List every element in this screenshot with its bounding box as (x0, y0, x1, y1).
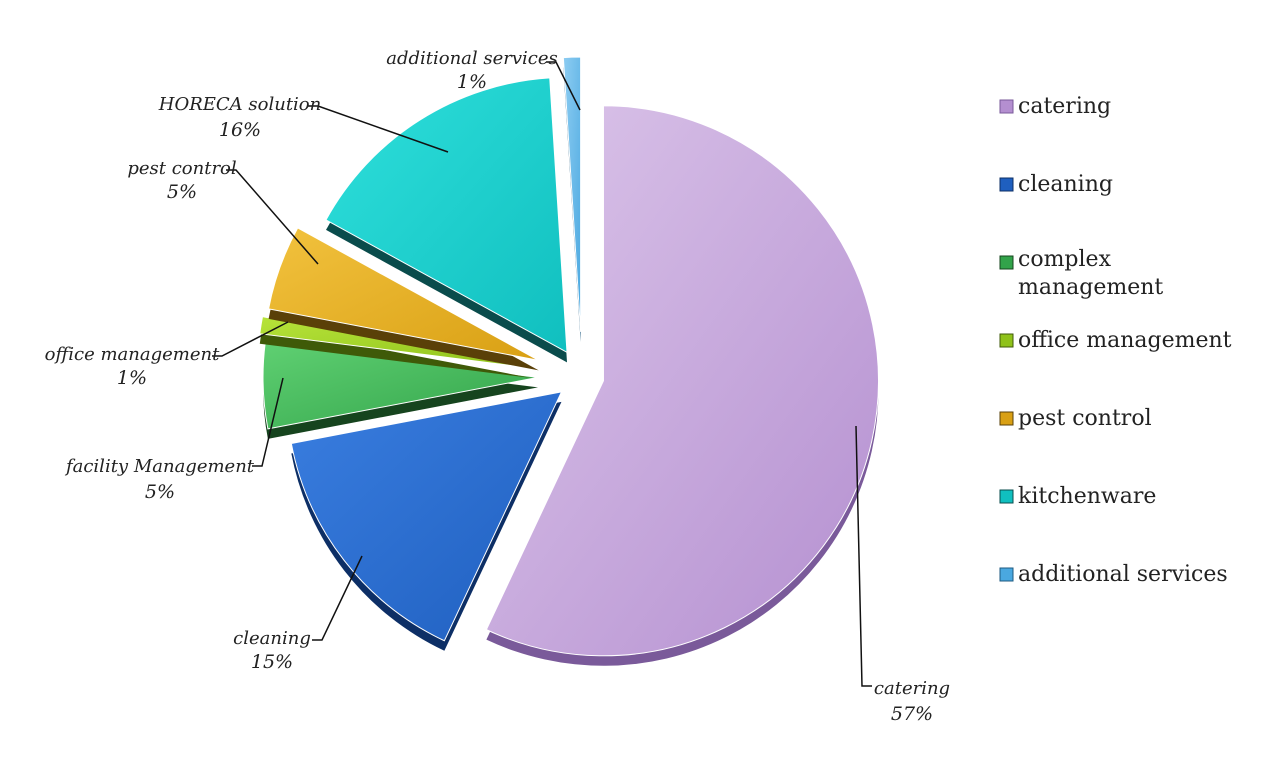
legend-item-pest-control: pest control (999, 406, 1152, 431)
leader-line (855, 425, 872, 687)
pie-slice-kitchenware (325, 77, 568, 363)
data-label-value: 5% (167, 181, 197, 203)
legend-swatch (999, 567, 1014, 582)
leader-line (308, 105, 449, 153)
leader-line (212, 321, 289, 357)
legend-swatch (999, 255, 1014, 270)
data-label-name: pest control (127, 158, 237, 179)
data-label-value: 5% (145, 481, 175, 503)
data-label-value: 1% (117, 367, 147, 389)
slice-face (485, 105, 879, 657)
legend-swatch (999, 411, 1014, 426)
data-label-name: facility Management (64, 456, 255, 477)
leader-line (546, 61, 581, 111)
slice-face (268, 227, 539, 361)
data-label-name: HORECA solution (158, 94, 321, 115)
pie-slice-cleaning (290, 391, 563, 651)
leader-lines (212, 61, 872, 687)
data-label-name: office management (45, 344, 220, 365)
legend-swatch (999, 489, 1014, 504)
data-label-value: 16% (219, 119, 261, 141)
legend-label: catering (1018, 94, 1111, 119)
legend-label: cleaning (1018, 172, 1113, 197)
legend-swatch (999, 99, 1014, 114)
data-label-name: catering (874, 678, 950, 699)
leader-line (252, 377, 284, 467)
legend-label: kitchenware (1018, 484, 1156, 509)
legend: catering cleaning complex management office … (999, 94, 1232, 587)
slice-face (290, 391, 563, 642)
legend-swatch (999, 177, 1014, 192)
legend-item-cleaning: cleaning (999, 172, 1113, 197)
legend-item-additional-services: additional services (999, 562, 1228, 587)
pie-slice-pest-control (268, 227, 539, 371)
legend-item-kitchenware: kitchenware (999, 484, 1156, 509)
pie-slices (259, 56, 879, 666)
legend-label: pest control (1018, 406, 1152, 431)
legend-label: office management (1018, 328, 1232, 353)
legend-label: complex management (1018, 247, 1163, 300)
pie-slice-catering (485, 105, 879, 666)
leader-line (312, 555, 363, 641)
legend-item-office-management: office management (999, 328, 1232, 353)
slice-face (562, 56, 582, 333)
data-label-value: 15% (251, 651, 293, 673)
leader-line (226, 169, 319, 265)
legend-swatch (999, 333, 1014, 348)
slice-face (325, 77, 568, 354)
legend-item-complex-management: complex management (999, 247, 1163, 300)
data-label-value: 1% (457, 71, 487, 93)
data-label-name: cleaning (233, 628, 311, 649)
data-label-name: additional services (386, 48, 558, 69)
data-label-value: 57% (891, 703, 933, 725)
pie-slice-additional-services (562, 56, 582, 343)
legend-label: additional services (1018, 562, 1228, 587)
legend-item-catering: catering (999, 94, 1111, 119)
